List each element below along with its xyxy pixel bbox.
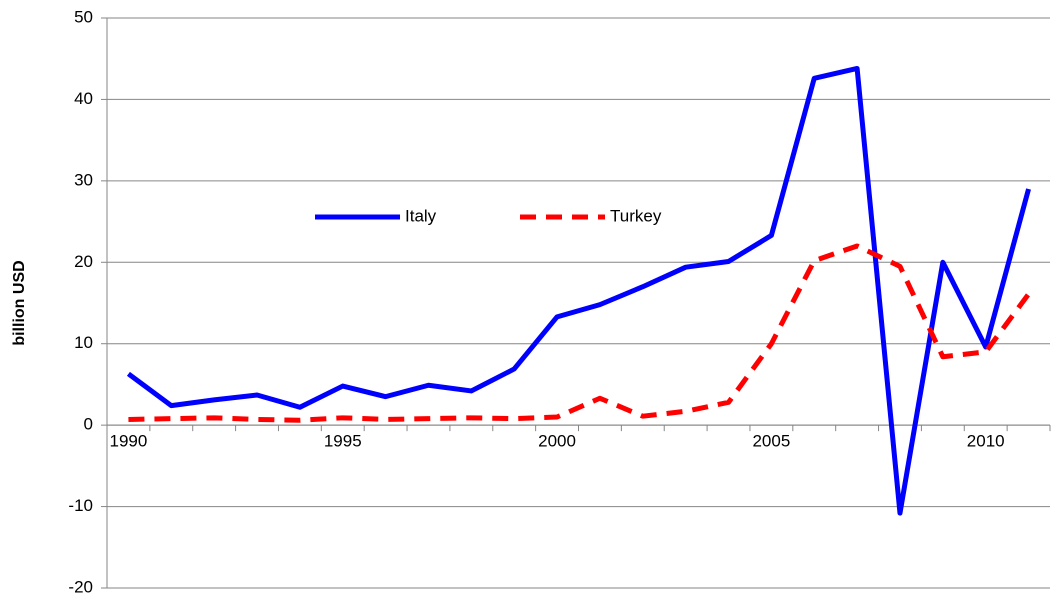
y-tick-label: 10: [74, 333, 93, 352]
y-tick-label: 50: [74, 7, 93, 26]
x-tick-label: 2000: [538, 432, 576, 451]
x-tick-label: 1990: [110, 432, 148, 451]
x-tick-label: 2010: [967, 432, 1005, 451]
y-tick-label: 30: [74, 170, 93, 189]
y-tick-label: -20: [68, 577, 93, 596]
y-tick-label: 20: [74, 252, 93, 271]
y-tick-label: 40: [74, 89, 93, 108]
legend-label: Turkey: [610, 206, 662, 225]
series-line: [126, 65, 1031, 516]
y-axis-label: billion USD: [11, 260, 28, 345]
x-tick-label: 1995: [324, 432, 362, 451]
series-line: [128, 243, 1031, 423]
y-tick-label: -10: [68, 496, 93, 515]
y-tick-label: 0: [84, 415, 93, 434]
legend-label: Italy: [405, 206, 437, 225]
x-tick-label: 2005: [752, 432, 790, 451]
